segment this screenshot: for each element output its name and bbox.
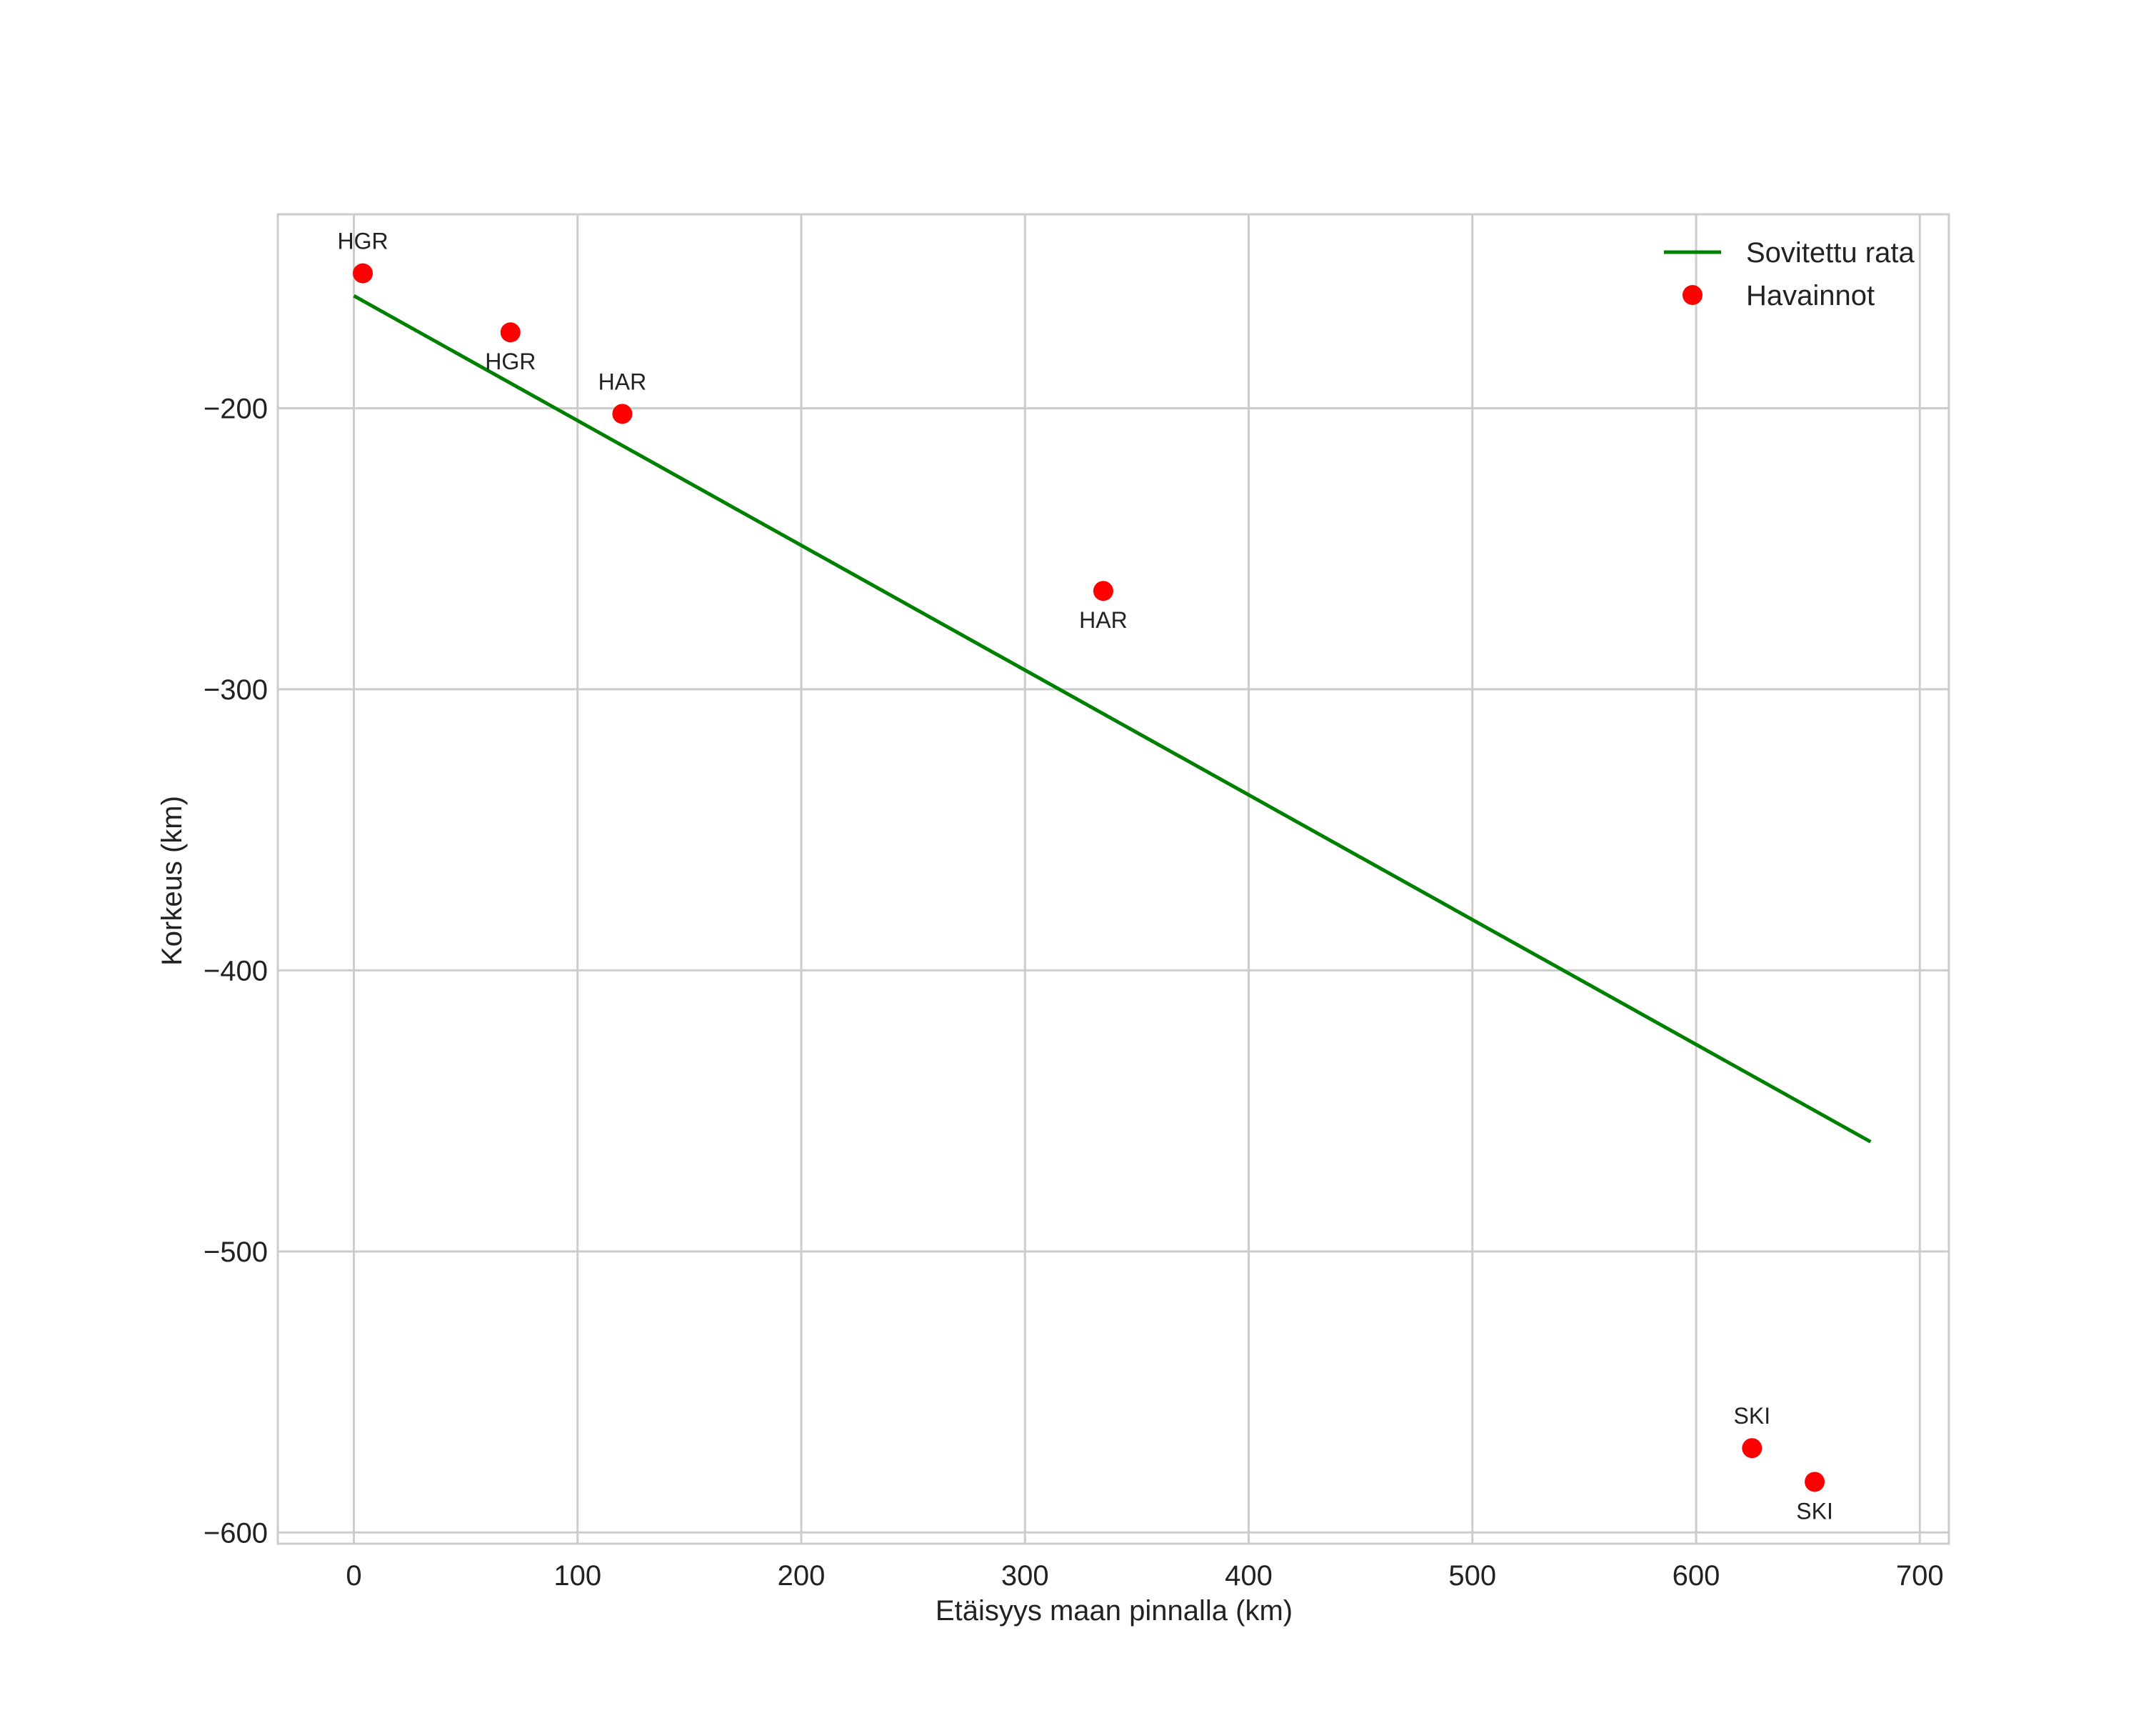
- legend: Sovitettu rata Havainnot: [1664, 237, 1915, 311]
- x-axis-title: Etäisyys maan pinnalla (km): [936, 1595, 1293, 1627]
- plot-frame: [276, 213, 1950, 1545]
- y-axis-title: Korkeus (km): [156, 796, 188, 966]
- series-layer: HGR HGR HAR HAR SKI SKI: [337, 229, 1872, 1524]
- y-tick-labels: −200 −300 −400 −500 −600: [204, 393, 268, 1549]
- observation-point: [1093, 581, 1113, 601]
- point-label: HGR: [485, 349, 536, 374]
- x-tick-label: 700: [1896, 1560, 1944, 1592]
- legend-label: Havainnot: [1746, 280, 1875, 311]
- point-label: SKI: [1796, 1498, 1833, 1524]
- observation-point: [353, 263, 373, 284]
- x-tick-label: 300: [1001, 1560, 1049, 1592]
- x-tick-label: 600: [1673, 1560, 1720, 1592]
- point-label: HGR: [337, 229, 388, 254]
- legend-label: Sovitettu rata: [1746, 237, 1915, 269]
- x-tick-label: 400: [1225, 1560, 1273, 1592]
- point-label: HAR: [1079, 607, 1128, 633]
- y-tick-label: −500: [204, 1237, 268, 1268]
- y-tick-label: −300: [204, 674, 268, 706]
- observation-point: [500, 322, 521, 343]
- point-label: SKI: [1734, 1403, 1771, 1429]
- observation-point: [1742, 1438, 1763, 1459]
- point-label: HAR: [598, 369, 647, 394]
- observation-point: [612, 404, 633, 424]
- y-tick-label: −600: [204, 1517, 268, 1549]
- y-tick-label: −400: [204, 955, 268, 987]
- x-tick-labels: 0 100 200 300 400 500 600 700: [346, 1560, 1943, 1592]
- fitted-line: [353, 294, 1872, 1144]
- y-tick-label: −200: [204, 393, 268, 424]
- observation-point: [1805, 1472, 1825, 1492]
- x-tick-label: 100: [553, 1560, 601, 1592]
- legend-point-swatch: [1683, 285, 1703, 305]
- x-tick-label: 200: [778, 1560, 826, 1592]
- x-tick-label: 500: [1448, 1560, 1496, 1592]
- x-tick-label: 0: [346, 1560, 361, 1592]
